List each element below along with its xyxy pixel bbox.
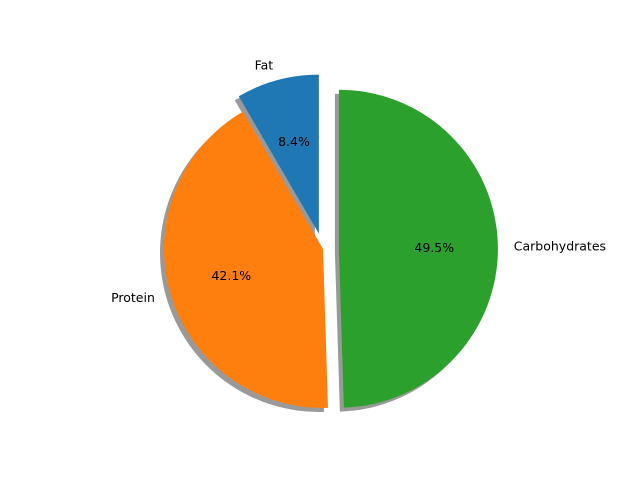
label-carbohydrates: Carbohydrates: [514, 239, 606, 254]
label-protein: Protein: [111, 290, 155, 305]
percent-label-carbohydrates: 49.5%: [414, 240, 454, 255]
label-layer: Fat 8.4% Protein 42.1% Carbohydrates 49.5%: [111, 57, 606, 304]
wedge-layer: [164, 74, 498, 409]
slice-fat: [238, 74, 319, 234]
percent-label-protein: 42.1%: [211, 268, 251, 283]
label-fat: Fat: [255, 57, 274, 72]
slice-carbohydrates: [338, 89, 498, 408]
percent-label-fat: 8.4%: [278, 134, 310, 149]
slice-protein: [164, 111, 328, 409]
